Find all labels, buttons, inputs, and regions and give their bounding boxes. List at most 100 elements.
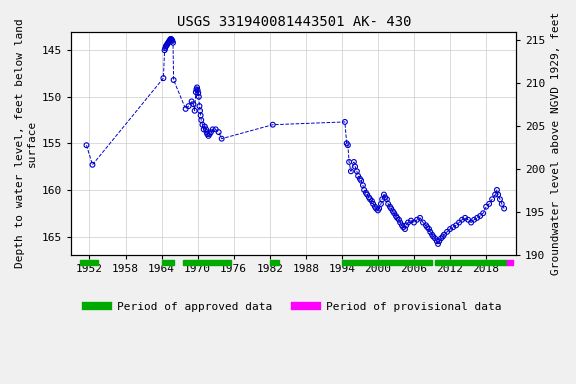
Point [495,196,505,202]
Point [202,126,211,132]
Point [196,113,205,119]
Point [191,89,200,95]
Point [357,177,366,184]
Point [423,224,432,230]
Point [192,86,201,93]
Point [427,232,437,238]
Point [457,217,467,223]
Point [184,103,193,109]
Point [88,162,97,168]
Point [433,241,442,247]
Point [410,219,419,225]
Point [401,222,411,228]
Bar [507,260,513,265]
Point [442,229,452,235]
Point [187,98,196,104]
Point [386,205,396,212]
Point [412,217,422,223]
Point [373,207,382,214]
Point [196,117,206,123]
Bar [162,260,173,265]
Point [382,196,392,202]
Point [359,187,369,193]
Point [206,129,215,135]
Point [163,41,172,47]
Point [439,232,449,238]
Point [190,108,199,114]
Point [393,215,402,221]
Y-axis label: Depth to water level, feet below land
surface: Depth to water level, feet below land su… [15,18,37,268]
Point [161,43,170,50]
Point [422,222,431,228]
Point [369,201,378,207]
Point [202,129,211,135]
Point [340,119,350,125]
Point [494,192,503,198]
Point [343,142,353,148]
Point [460,215,469,221]
Point [430,235,439,242]
Bar [435,260,507,265]
Point [353,168,362,174]
Point [168,40,177,46]
Point [160,47,169,53]
Y-axis label: Groundwater level above NGVD 1929, feet: Groundwater level above NGVD 1929, feet [551,12,561,275]
Point [366,196,375,202]
Point [395,217,404,223]
Bar [183,260,231,265]
Point [482,204,491,210]
Point [364,194,373,200]
Point [344,159,354,165]
Legend: Period of approved data, Period of provisional data: Period of approved data, Period of provi… [82,298,506,317]
Point [203,131,212,137]
Point [362,192,372,198]
Point [361,190,370,196]
Point [342,140,351,146]
Point [162,41,172,48]
Point [169,77,178,83]
Point [403,219,412,225]
Point [370,204,380,210]
Point [391,213,400,219]
Point [82,142,91,148]
Title: USGS 331940081443501 AK- 430: USGS 331940081443501 AK- 430 [177,15,411,29]
Point [372,205,381,212]
Point [374,205,384,212]
Point [268,122,278,128]
Point [181,106,190,112]
Point [165,37,175,43]
Point [198,122,207,128]
Point [435,238,444,244]
Point [464,217,473,223]
Point [476,213,485,219]
Point [438,233,448,240]
Point [165,38,174,44]
Bar [81,260,98,265]
Point [350,164,359,170]
Point [346,168,355,174]
Point [164,40,173,46]
Point [385,204,395,210]
Point [166,36,176,42]
Point [389,210,399,216]
Point [499,205,509,212]
Point [199,126,209,132]
Point [367,198,377,204]
Point [484,201,494,207]
Bar [342,260,432,265]
Point [204,133,213,139]
Point [217,136,226,142]
Point [400,226,410,232]
Point [166,36,175,42]
Point [358,182,367,188]
Point [376,201,385,207]
Point [437,235,446,242]
Point [449,224,458,230]
Point [491,192,500,198]
Point [167,37,176,43]
Point [454,219,464,225]
Point [469,217,479,223]
Point [214,129,223,135]
Point [497,201,506,207]
Point [355,175,365,182]
